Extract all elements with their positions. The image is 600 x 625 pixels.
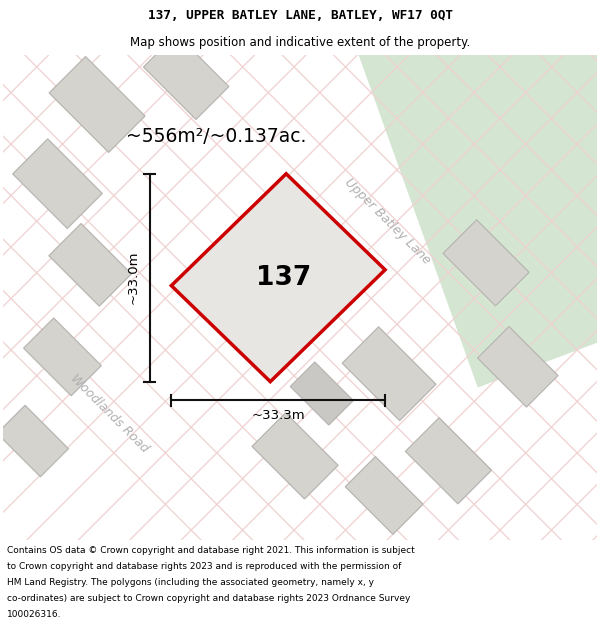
Polygon shape: [359, 55, 597, 387]
Polygon shape: [342, 327, 436, 421]
Text: Map shows position and indicative extent of the property.: Map shows position and indicative extent…: [130, 36, 470, 49]
Polygon shape: [0, 406, 68, 477]
Polygon shape: [23, 318, 101, 396]
Text: 137: 137: [256, 265, 311, 291]
Text: ~33.3m: ~33.3m: [251, 409, 305, 422]
Text: 137, UPPER BATLEY LANE, BATLEY, WF17 0QT: 137, UPPER BATLEY LANE, BATLEY, WF17 0QT: [148, 9, 452, 22]
Polygon shape: [143, 34, 229, 119]
Polygon shape: [49, 224, 131, 306]
Polygon shape: [290, 362, 353, 425]
Polygon shape: [406, 418, 491, 504]
Text: Contains OS data © Crown copyright and database right 2021. This information is : Contains OS data © Crown copyright and d…: [7, 546, 415, 555]
Polygon shape: [172, 174, 385, 382]
Text: ~556m²/~0.137ac.: ~556m²/~0.137ac.: [125, 127, 306, 146]
Polygon shape: [443, 220, 529, 306]
Text: HM Land Registry. The polygons (including the associated geometry, namely x, y: HM Land Registry. The polygons (includin…: [7, 578, 374, 587]
Polygon shape: [49, 56, 145, 152]
Polygon shape: [478, 326, 558, 407]
Text: ~33.0m: ~33.0m: [127, 251, 140, 304]
Text: 100026316.: 100026316.: [7, 610, 62, 619]
Text: to Crown copyright and database rights 2023 and is reproduced with the permissio: to Crown copyright and database rights 2…: [7, 562, 401, 571]
Text: co-ordinates) are subject to Crown copyright and database rights 2023 Ordnance S: co-ordinates) are subject to Crown copyr…: [7, 594, 410, 603]
Text: Woodlands Road: Woodlands Road: [67, 372, 151, 455]
Polygon shape: [252, 413, 338, 499]
Polygon shape: [345, 457, 423, 534]
Polygon shape: [13, 139, 102, 229]
Polygon shape: [225, 254, 292, 321]
Text: Upper Batley Lane: Upper Batley Lane: [341, 176, 433, 267]
